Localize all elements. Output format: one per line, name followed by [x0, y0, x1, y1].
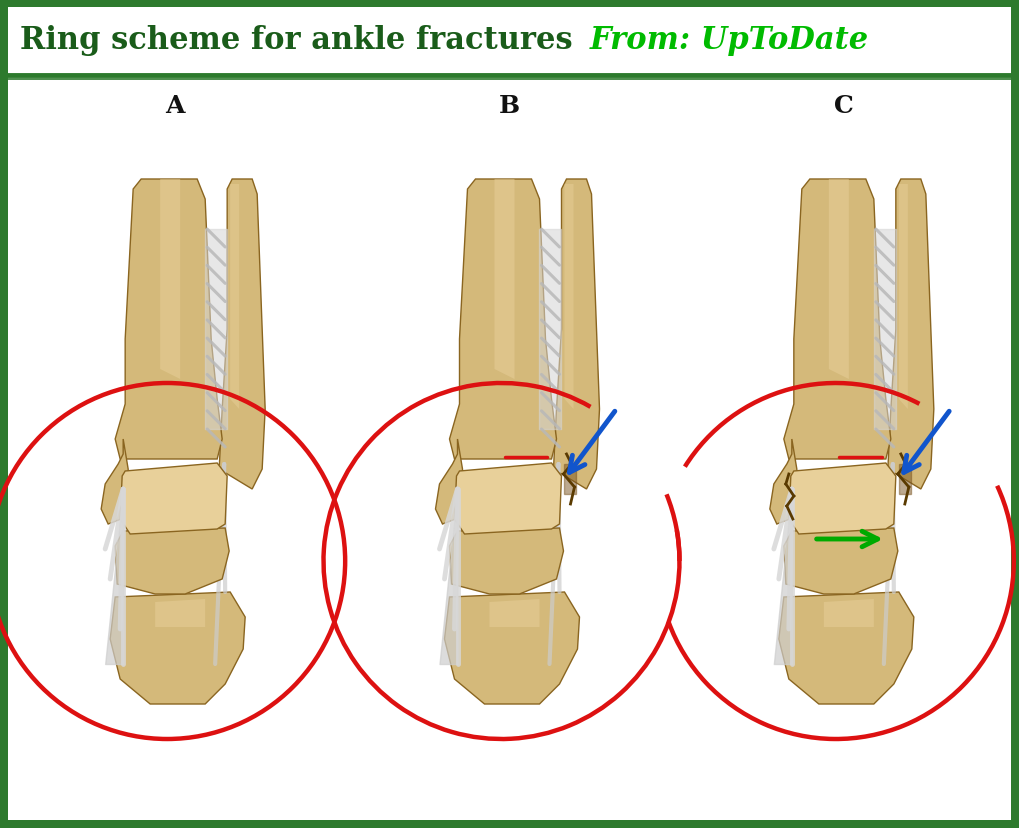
Polygon shape — [888, 180, 933, 489]
Polygon shape — [160, 180, 180, 379]
Polygon shape — [565, 185, 574, 410]
Polygon shape — [802, 466, 880, 481]
Polygon shape — [101, 440, 128, 524]
Polygon shape — [784, 180, 891, 460]
Polygon shape — [454, 464, 561, 534]
Polygon shape — [899, 465, 911, 494]
Polygon shape — [219, 180, 265, 489]
Polygon shape — [435, 440, 463, 524]
Polygon shape — [494, 180, 515, 379]
Polygon shape — [110, 592, 246, 704]
Polygon shape — [553, 180, 599, 489]
Bar — [8, 8, 1011, 76]
Polygon shape — [155, 599, 205, 628]
Polygon shape — [115, 180, 222, 460]
Polygon shape — [444, 592, 580, 704]
Text: C: C — [834, 94, 854, 118]
Polygon shape — [784, 528, 898, 595]
Polygon shape — [899, 185, 908, 410]
Polygon shape — [449, 528, 564, 595]
Polygon shape — [449, 180, 556, 460]
Polygon shape — [779, 592, 914, 704]
Polygon shape — [120, 464, 227, 534]
Polygon shape — [769, 440, 797, 524]
Text: B: B — [499, 94, 520, 118]
Text: From: UpToDate: From: UpToDate — [590, 25, 869, 56]
Polygon shape — [489, 599, 539, 628]
Polygon shape — [133, 466, 212, 481]
Polygon shape — [828, 180, 849, 379]
Text: A: A — [165, 94, 184, 118]
Polygon shape — [230, 185, 239, 410]
Polygon shape — [565, 465, 577, 494]
Polygon shape — [789, 464, 896, 534]
Polygon shape — [823, 599, 874, 628]
Text: Ring scheme for ankle fractures: Ring scheme for ankle fractures — [20, 25, 573, 56]
Polygon shape — [115, 528, 229, 595]
Polygon shape — [468, 466, 546, 481]
